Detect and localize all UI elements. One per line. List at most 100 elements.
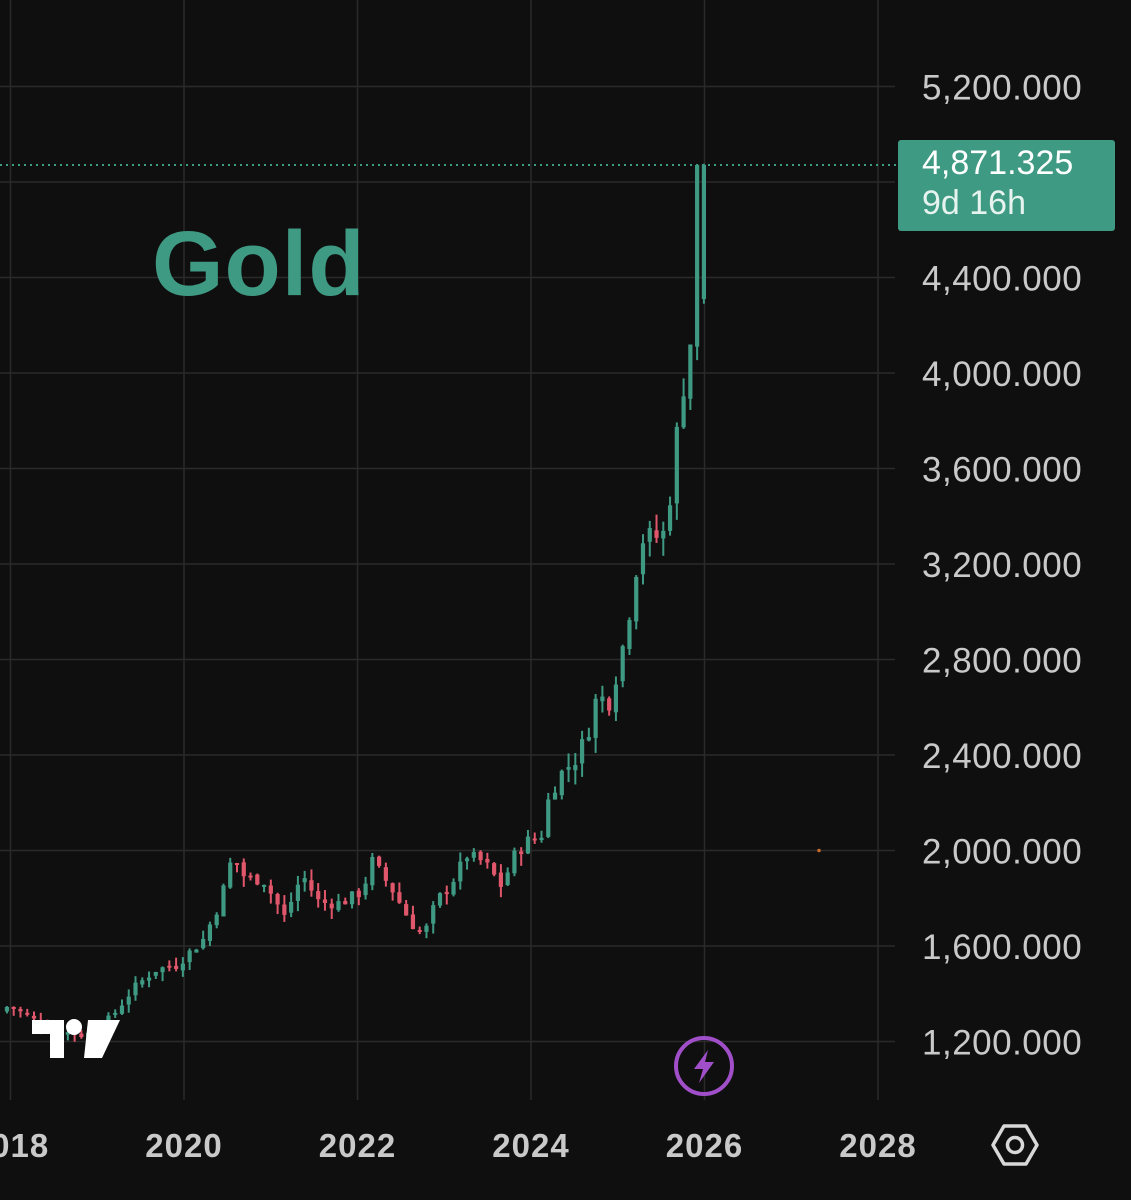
candle-body-down	[282, 904, 287, 915]
candle-body-up	[363, 883, 368, 896]
last-price-badge: 4,871.325 9d 16h	[898, 140, 1115, 231]
candle-body-down	[322, 899, 328, 903]
candle-body-down	[397, 892, 402, 903]
candle-body-down	[79, 1033, 84, 1038]
y-tick-label: 2,000.000	[922, 833, 1082, 872]
y-tick-label: 5,200.000	[922, 69, 1082, 108]
x-tick-label: 2020	[145, 1127, 222, 1164]
candle-body-up	[201, 938, 206, 949]
x-tick-label: 2026	[666, 1127, 743, 1164]
y-tick-label: 3,600.000	[922, 451, 1082, 490]
candle-body-up	[295, 884, 301, 901]
candle-body-up	[140, 980, 145, 985]
candle-body-up	[627, 619, 632, 650]
candle-body-down	[11, 1006, 16, 1009]
candle-body-up	[214, 914, 219, 926]
candle-body-up	[600, 696, 605, 702]
candle-body-up	[336, 901, 341, 911]
candle-body-up	[146, 977, 152, 981]
candle-body-up	[113, 1012, 118, 1015]
candle-body-down	[343, 901, 348, 905]
candle-body-down	[485, 858, 490, 863]
candle-body-down	[309, 880, 314, 891]
candle-body-up	[681, 396, 686, 428]
candle-body-up	[180, 963, 185, 971]
candle-body-up	[620, 646, 625, 682]
candle-body-down	[316, 891, 321, 900]
candle-body-up	[559, 770, 564, 796]
candle-body-up	[207, 924, 213, 941]
candle-body-up	[261, 884, 267, 887]
candle-body-down	[167, 965, 172, 968]
x-tick-label: 2018	[0, 1127, 49, 1164]
candle-body-down	[390, 883, 395, 893]
candle-body-up	[505, 872, 510, 886]
candle-body-down	[248, 875, 253, 878]
candle-body-up	[65, 1032, 70, 1035]
candle-body-down	[478, 851, 483, 861]
candle-body-up	[221, 885, 226, 917]
candle-body-up	[437, 893, 443, 906]
candle-body-down	[492, 863, 497, 875]
candle-body-down	[18, 1009, 23, 1012]
candle-body-up	[424, 925, 429, 932]
candle-body-up	[4, 1006, 10, 1012]
candle-body-down	[241, 862, 246, 877]
y-tick-label: 4,400.000	[922, 260, 1082, 299]
lightning-alert-icon[interactable]	[672, 1034, 736, 1103]
candle-body-up	[667, 505, 673, 531]
candle-body-up	[451, 881, 456, 895]
candle-body-down	[174, 965, 179, 969]
candle-body-up	[579, 739, 585, 764]
y-tick-label: 4,000.000	[922, 355, 1082, 394]
candle-body-up	[512, 850, 517, 874]
y-tick-label: 1,600.000	[922, 928, 1082, 967]
settings-hexagon-icon[interactable]	[990, 1120, 1040, 1175]
candle-body-down	[25, 1012, 30, 1015]
candle-body-up	[695, 164, 700, 347]
candle-body-down	[356, 890, 361, 898]
candle-body-up	[634, 577, 639, 622]
candle-body-down	[268, 885, 273, 894]
candle-body-down	[383, 867, 388, 881]
candle-body-up	[194, 949, 199, 953]
candle-body-up	[133, 982, 138, 996]
candle-body-down	[444, 892, 449, 895]
candle-body-up	[349, 891, 355, 905]
candle-body-up	[153, 971, 158, 976]
candle-body-up	[688, 344, 693, 399]
candle-body-up	[613, 684, 619, 713]
candle-body-up	[586, 737, 591, 741]
y-tick-label: 3,200.000	[922, 546, 1082, 585]
event-marker-dot	[817, 848, 821, 853]
candle-body-down	[234, 863, 240, 866]
candle-body-up	[539, 837, 544, 841]
last-price-value: 4,871.325	[922, 144, 1074, 182]
chart-title: Gold	[152, 213, 366, 315]
candle-body-up	[593, 698, 598, 738]
candle-body-up	[187, 950, 192, 963]
candle-body-up	[370, 856, 375, 886]
candle-body-up	[573, 765, 578, 771]
candle-body-down	[607, 698, 612, 711]
candle-body-up	[552, 792, 558, 800]
candle-body-down	[31, 1015, 37, 1019]
candle-body-up	[525, 836, 531, 854]
candle-body-up	[119, 1005, 125, 1014]
y-tick-label: 2,800.000	[922, 642, 1082, 681]
x-tick-label: 2022	[319, 1127, 396, 1164]
candle-body-up	[640, 543, 646, 575]
candle-body-down	[377, 856, 382, 866]
candle-body-up	[464, 858, 470, 862]
bar-countdown: 9d 16h	[922, 184, 1026, 222]
candle-body-down	[532, 838, 537, 841]
candle-body-up	[674, 426, 679, 504]
candle-body-down	[519, 851, 524, 855]
tradingview-logo-icon[interactable]	[30, 1012, 122, 1065]
candle-body-up	[302, 878, 307, 883]
candle-body-up	[126, 996, 131, 1005]
candle-body-up	[228, 862, 233, 888]
candle-body-down	[654, 530, 659, 538]
